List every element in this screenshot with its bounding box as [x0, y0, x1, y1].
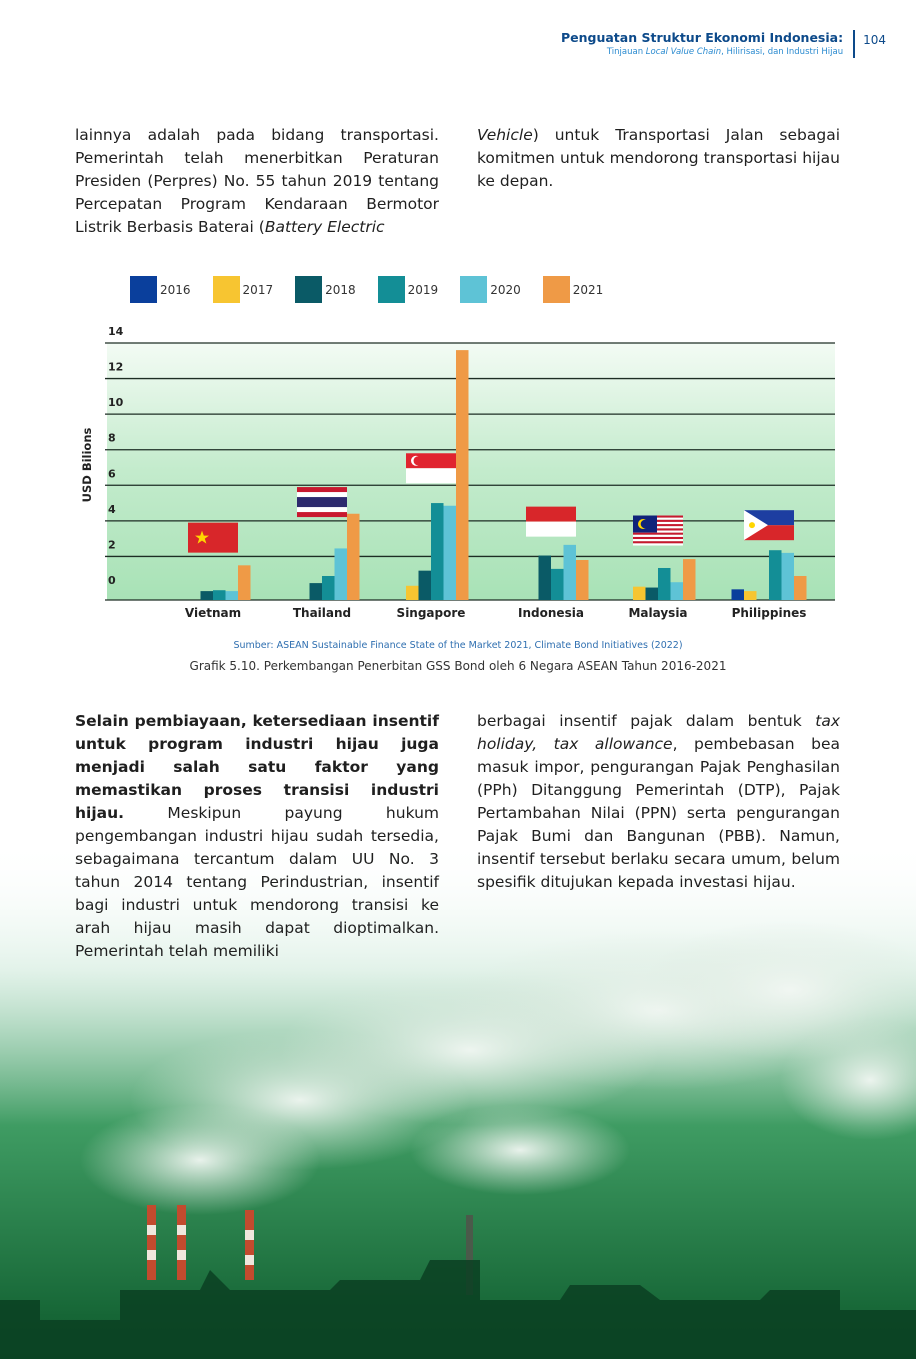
legend-swatch [212, 276, 240, 303]
legend-label: 2018 [325, 282, 356, 297]
legend-item-2018: 2018 [295, 276, 356, 303]
y-tick-label: 6 [108, 467, 116, 480]
bar-thailand-2020 [334, 548, 347, 600]
body-text-top-right: Vehicle) untuk Transportasi Jalan sebaga… [477, 126, 840, 190]
factory-silhouette [0, 1260, 916, 1359]
body-text-bottom-right: berbagai insentif pajak dalam bentuk tax… [477, 712, 840, 891]
bar-vietnam-2018 [200, 591, 213, 600]
bar-thailand-2019 [322, 575, 335, 600]
bar-philippines-2019 [769, 550, 782, 600]
bar-singapore-2021 [456, 350, 469, 600]
x-tick-label: Indonesia [518, 606, 584, 620]
legend-item-2017: 2017 [212, 276, 274, 303]
legend-item-2020: 2020 [460, 276, 521, 303]
chart-source: Sumber: ASEAN Sustainable Finance State … [233, 640, 683, 651]
y-tick-label: 0 [108, 574, 116, 587]
header-subtitle: Tinjauan Local Value Chain, Hilirisasi, … [606, 47, 844, 57]
bar-indonesia-2019 [551, 568, 564, 600]
bar-malaysia-2020 [670, 582, 683, 600]
bar-malaysia-2017 [633, 586, 646, 600]
header-divider [853, 30, 856, 58]
body-text-bottom-left: Selain pembiayaan, ketersediaan insentif… [75, 712, 439, 960]
bar-philippines-2016 [731, 589, 744, 600]
chart-caption: Grafik 5.10. Perkembangan Penerbitan GSS… [189, 659, 727, 673]
bar-indonesia-2021 [576, 559, 589, 600]
legend-item-2019: 2019 [377, 276, 439, 303]
smoke-clouds [80, 920, 916, 1215]
y-tick-label: 2 [108, 538, 116, 551]
y-tick-label: 4 [108, 503, 116, 516]
legend-label: 2020 [490, 282, 521, 297]
x-tick-label: Philippines [732, 606, 807, 620]
bar-singapore-2017 [406, 585, 419, 600]
legend-swatch [460, 276, 488, 303]
bar-thailand-2018 [309, 583, 322, 600]
body-text-top-left: lainnya adalah pada bidang transportasi.… [75, 126, 439, 236]
y-tick-label: 14 [108, 325, 124, 338]
bar-malaysia-2018 [645, 587, 658, 600]
chart-legend: 2016 2017 2018 2019 2020 2021 [130, 276, 625, 303]
chimneys [147, 1205, 473, 1295]
bar-vietnam-2021 [238, 565, 251, 600]
bar-philippines-2017 [744, 591, 757, 600]
x-tick-label: Vietnam [185, 606, 241, 620]
legend-swatch [542, 276, 570, 303]
y-tick-label: 12 [108, 361, 123, 374]
bar-philippines-2021 [794, 575, 807, 600]
philippines-flag [744, 510, 794, 541]
header-title: Penguatan Struktur Ekonomi Indonesia: [560, 30, 844, 45]
bar-malaysia-2019 [658, 567, 671, 600]
bar-philippines-2020 [781, 552, 794, 600]
y-tick-label: 10 [108, 396, 124, 409]
plot-background [107, 343, 835, 600]
indonesia-flag [526, 506, 576, 537]
bar-vietnam-2019 [213, 590, 226, 600]
y-tick-label: 8 [108, 432, 116, 445]
legend-swatch [295, 276, 323, 303]
x-tick-label: Malaysia [628, 606, 687, 620]
bar-vietnam-2020 [225, 591, 238, 600]
bar-thailand-2021 [347, 513, 360, 600]
legend-swatch [377, 276, 405, 303]
bar-malaysia-2021 [683, 559, 696, 600]
legend-label: 2019 [407, 282, 439, 297]
singapore-flag [406, 453, 456, 484]
legend-label: 2021 [572, 282, 604, 297]
running-header: Penguatan Struktur Ekonomi Indonesia: Ti… [561, 30, 886, 58]
bar-indonesia-2020 [563, 544, 576, 600]
x-tick-label: Singapore [397, 606, 466, 620]
malaysia-flag [633, 515, 683, 546]
y-axis-label: USD Bilions [80, 428, 94, 503]
page-number: 104 [863, 33, 886, 47]
bar-singapore-2019 [431, 503, 444, 600]
vietnam-flag [188, 522, 238, 553]
x-tick-label: Thailand [293, 606, 351, 620]
legend-swatch [130, 276, 157, 303]
bar-indonesia-2018 [538, 555, 551, 600]
legend-label: 2016 [160, 282, 191, 297]
legend-item-2016: 2016 [130, 276, 191, 303]
legend-item-2021: 2021 [542, 276, 604, 303]
thailand-flag [297, 487, 347, 518]
gss-bond-bar-chart: 0 2 4 6 8 10 12 14 USD Bilions Vietnam Thailand Sin… [80, 325, 835, 620]
bar-singapore-2020 [443, 505, 456, 600]
legend-label: 2017 [242, 282, 274, 297]
bar-singapore-2018 [418, 570, 431, 600]
